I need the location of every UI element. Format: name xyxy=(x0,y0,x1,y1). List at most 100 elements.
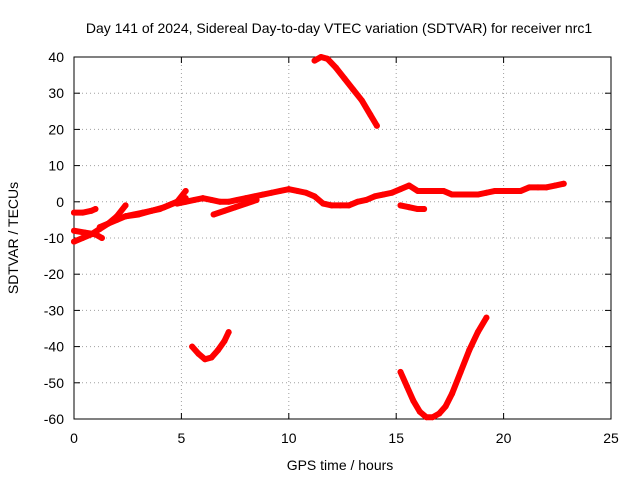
data-point xyxy=(174,200,181,207)
data-point xyxy=(135,211,142,218)
data-point xyxy=(79,235,86,241)
data-point xyxy=(337,202,344,209)
data-point xyxy=(182,187,189,194)
y-tick-label: -60 xyxy=(44,411,64,427)
data-point xyxy=(208,196,215,203)
y-tick-label: 30 xyxy=(48,85,64,101)
y-tick-label: -30 xyxy=(44,302,64,318)
data-point xyxy=(294,187,301,194)
series-line-11 xyxy=(397,202,428,213)
grid-lines xyxy=(74,57,611,419)
data-point xyxy=(191,196,198,203)
data-point xyxy=(483,189,490,196)
data-point xyxy=(414,206,421,213)
x-tick-label: 10 xyxy=(281,430,297,446)
data-point xyxy=(440,187,447,194)
data-point xyxy=(122,213,129,220)
data-point xyxy=(403,383,410,390)
data-point xyxy=(483,314,490,321)
data-point xyxy=(371,193,378,200)
data-point xyxy=(457,191,464,198)
data-point xyxy=(466,347,473,354)
series-line-4 xyxy=(96,202,129,231)
x-tick-label: 5 xyxy=(178,430,186,446)
data-point xyxy=(436,410,443,417)
data-point xyxy=(429,414,436,421)
data-point xyxy=(232,204,239,211)
data-point xyxy=(543,184,550,191)
data-point xyxy=(500,187,507,194)
data-point xyxy=(431,187,438,194)
x-axis: 0 5 10 15 20 25 xyxy=(70,57,619,446)
data-point xyxy=(560,180,567,187)
data-point xyxy=(242,195,249,202)
y-tick-label: -20 xyxy=(44,266,64,282)
data-point xyxy=(79,209,86,216)
data-point xyxy=(367,111,374,118)
data-point xyxy=(526,184,533,191)
data-point xyxy=(199,195,206,202)
data-point xyxy=(318,54,325,60)
data-point xyxy=(373,122,380,129)
data-point xyxy=(341,75,348,82)
y-tick-label: -50 xyxy=(44,375,64,391)
data-point xyxy=(225,198,232,205)
data-point xyxy=(363,196,370,203)
data-point xyxy=(449,191,456,198)
data-point xyxy=(333,64,340,71)
data-point xyxy=(105,220,112,227)
data-point xyxy=(474,191,481,198)
data-point xyxy=(552,182,559,189)
x-tick-label: 15 xyxy=(388,430,404,446)
data-point xyxy=(217,198,224,205)
data-point xyxy=(397,368,404,375)
data-point xyxy=(302,189,309,196)
y-tick-label: 10 xyxy=(48,158,64,174)
data-point xyxy=(509,187,516,194)
data-series xyxy=(71,54,567,421)
data-point xyxy=(311,57,318,64)
x-tick-label: 25 xyxy=(603,430,619,446)
data-point xyxy=(414,187,421,194)
data-point xyxy=(195,350,202,357)
data-point xyxy=(410,397,417,404)
data-point xyxy=(457,368,464,375)
data-point xyxy=(442,403,449,410)
series-line-6 xyxy=(174,180,567,209)
data-point xyxy=(71,227,77,234)
data-point xyxy=(328,202,335,209)
data-point xyxy=(88,231,95,238)
data-point xyxy=(234,196,241,203)
data-point xyxy=(268,189,275,196)
data-point xyxy=(388,189,395,196)
x-axis-label: GPS time / hours xyxy=(287,457,394,473)
data-point xyxy=(380,191,387,198)
x-tick-label: 20 xyxy=(496,430,512,446)
data-point xyxy=(416,408,423,415)
data-point xyxy=(324,55,331,62)
data-point xyxy=(449,390,456,397)
data-point xyxy=(161,204,168,211)
data-point xyxy=(406,204,413,211)
y-axis: -60 -50 -40 -30 -20 -10 0 10 20 30 40 xyxy=(44,49,611,427)
data-point xyxy=(534,184,541,191)
data-point xyxy=(358,97,365,104)
data-point xyxy=(260,191,267,198)
data-point xyxy=(354,198,361,205)
data-point xyxy=(421,206,428,213)
y-axis-label: SDTVAR / TECUs xyxy=(5,182,21,294)
data-point xyxy=(92,206,99,213)
x-tick-label: 0 xyxy=(70,430,78,446)
data-point xyxy=(189,343,196,350)
data-point xyxy=(113,213,120,220)
data-point xyxy=(210,211,217,218)
y-tick-label: -10 xyxy=(44,230,64,246)
data-point xyxy=(96,224,103,231)
data-point xyxy=(221,207,228,214)
data-point xyxy=(98,235,105,241)
data-point xyxy=(221,338,228,345)
data-point xyxy=(225,329,232,336)
data-point xyxy=(71,209,77,216)
data-point xyxy=(397,202,404,209)
